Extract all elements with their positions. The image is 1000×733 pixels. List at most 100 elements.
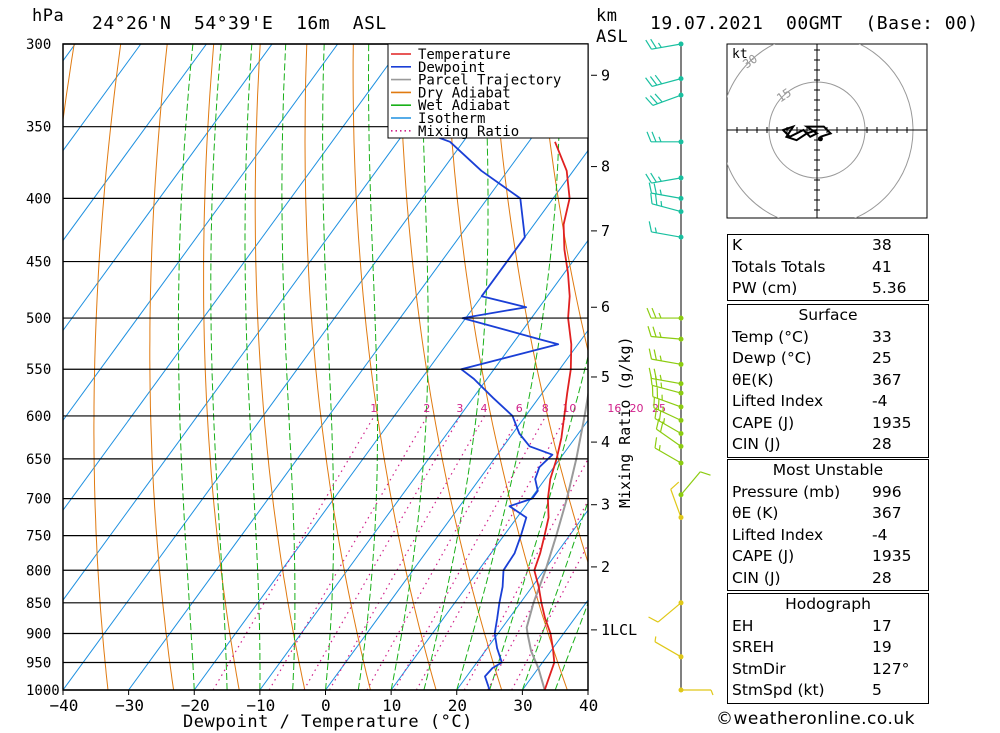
barb-flag (645, 39, 652, 50)
pressure-tick-label: 350 (26, 120, 51, 136)
x-tick-label: −30 (115, 696, 144, 715)
mixing-ratio-label: 2 (423, 402, 430, 415)
barb-flag (645, 77, 653, 87)
wind-barb (648, 348, 684, 367)
surface-row: CIN (J) 28 (732, 435, 892, 453)
isotherm-line (456, 509, 588, 690)
wind-barb (645, 172, 684, 184)
mixing-ratio-line (328, 415, 486, 690)
wet-adiabat-line (281, 44, 296, 690)
barb-flag (650, 374, 653, 386)
surface-title: Surface (798, 306, 858, 324)
sounding-profiles (407, 44, 588, 690)
wind-barb (647, 326, 684, 342)
wind-barb (646, 131, 684, 145)
x-tick-label: −10 (246, 696, 275, 715)
barb-flag (653, 183, 657, 195)
dry-adiabat-line (93, 44, 122, 690)
barb-flag (649, 76, 658, 86)
mu-row: θE (K) 367 (732, 504, 902, 522)
barb-flag (659, 421, 664, 433)
isotherm-line (63, 44, 273, 332)
most-unstable-title: Most Unstable (772, 461, 884, 479)
wind-barb (654, 407, 684, 437)
pressure-tick-label: 400 (26, 191, 51, 207)
isotherm-line (63, 44, 142, 152)
plot-frame (62, 43, 589, 691)
isotherm-line (128, 59, 588, 690)
legend-entry: Parcel Trajectory (418, 73, 561, 89)
surface-row: Lifted Index -4 (732, 392, 888, 410)
barb-shaft (654, 641, 682, 658)
barb-half-flag (654, 636, 657, 642)
barb-flag (654, 194, 658, 206)
dry-adiabat-line (304, 44, 371, 690)
credit-link[interactable]: ©weatheronline.co.uk (716, 709, 916, 729)
wind-barb (670, 481, 684, 520)
isotherm-line (390, 419, 588, 690)
x-tick-label: −20 (181, 696, 210, 715)
mixing-ratio-label: 4 (480, 402, 487, 415)
x-tick-label: 20 (448, 696, 467, 715)
barb-flag (670, 481, 680, 490)
barb-flag (652, 326, 657, 338)
barb-flag (654, 437, 658, 449)
dewpoint-line (407, 44, 570, 690)
barb-flag (646, 131, 652, 143)
legend-box (387, 43, 589, 139)
x-axis-title: Dewpoint / Temperature (°C) (183, 712, 473, 732)
barb-half-flag (663, 418, 666, 424)
barb-half-flag (710, 689, 714, 696)
km-tick-label: 4 (601, 433, 610, 451)
barb-flag (653, 396, 656, 408)
isotherm-line (259, 239, 588, 690)
mixing-ratio-label: 20 (629, 402, 643, 415)
indices-table: K 38 Totals Totals 41 PW (cm) 5.36 (727, 234, 929, 301)
chart-axes: 3003504004505005506006507007508008509009… (26, 37, 637, 732)
barb-shaft (653, 407, 682, 421)
isotherm-line (63, 44, 470, 601)
pressure-tick-label: 1000 (26, 683, 60, 699)
barb-half-flag (658, 332, 662, 338)
surface-row: Dewp (°C) 25 (732, 349, 892, 367)
wind-barb (648, 182, 684, 201)
barb-flag (645, 96, 654, 106)
hpa-axis-label: hPa (32, 6, 65, 26)
hodograph-ring-label: 30 (740, 52, 760, 72)
legend-entry: Wet Adiabat (418, 98, 511, 114)
km-tick-label: 3 (601, 496, 610, 514)
km-tick-label: 1LCL (601, 621, 637, 639)
dry-adiabat-line (492, 44, 588, 564)
mixing-ratio-line (268, 415, 428, 690)
barb-half-flag (658, 445, 661, 451)
mu-row: CIN (J) 28 (732, 568, 892, 587)
mixing-ratio-label: 6 (516, 402, 523, 415)
pressure-tick-label: 750 (26, 529, 51, 545)
mixing-ratio-label: 8 (542, 402, 549, 415)
wind-barb (645, 74, 684, 87)
pressure-tick-label: 300 (26, 37, 51, 53)
barb-shaft (670, 489, 682, 518)
mixing-ratio-label: 3 (456, 402, 463, 415)
x-tick-label: −40 (50, 696, 79, 715)
wet-adiabat-line (521, 500, 588, 690)
barb-flag (655, 418, 660, 430)
barb-flag (658, 410, 662, 422)
wind-barb (648, 600, 684, 623)
wind-barb (648, 367, 684, 387)
barb-half-flag (660, 201, 663, 207)
mixing-ratio-line (303, 415, 461, 690)
barb-shaft (680, 471, 701, 496)
wind-barbs (645, 38, 714, 696)
wind-barb (653, 396, 684, 423)
dry-adiabat-line (538, 44, 588, 353)
barb-shaft (657, 602, 682, 623)
isotherm-line (63, 44, 535, 690)
hodograph-unit-label: kt (732, 47, 748, 62)
barb-flag (654, 93, 663, 103)
mu-row: CAPE (J) 1935 (732, 547, 912, 565)
barb-flag (648, 221, 653, 233)
dry-adiabat-line (203, 44, 240, 690)
wind-barb (654, 437, 684, 466)
